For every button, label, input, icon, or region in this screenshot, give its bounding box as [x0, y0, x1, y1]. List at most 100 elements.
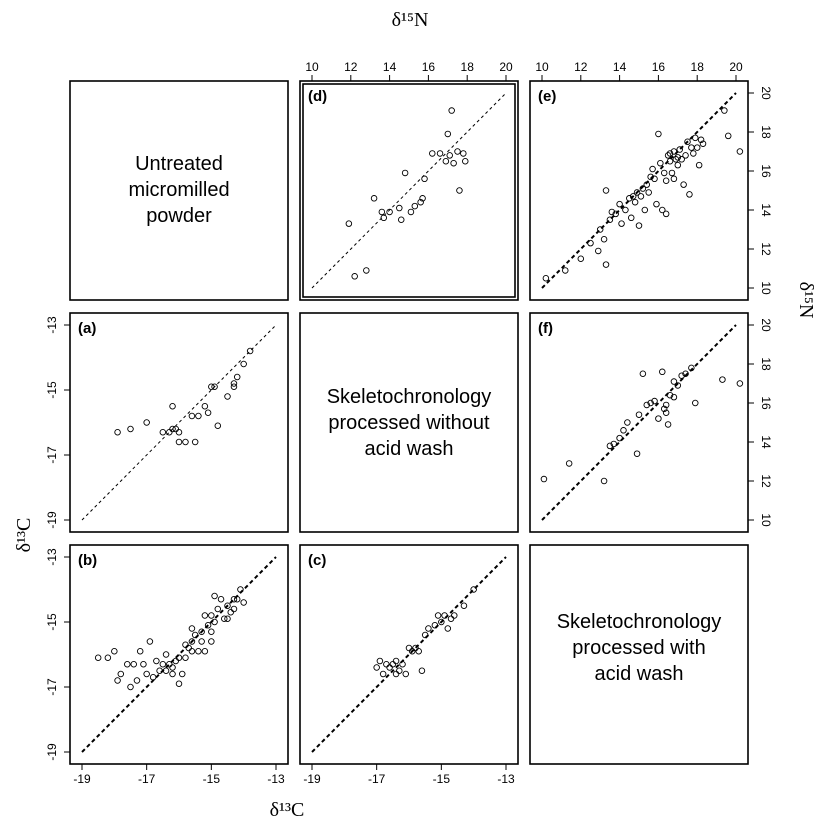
data-point	[429, 150, 436, 157]
data-point	[143, 670, 150, 678]
data-point	[407, 208, 415, 216]
data-point	[618, 220, 625, 227]
data-point	[616, 200, 623, 208]
x-tick-label: 18	[461, 60, 475, 74]
data-point	[438, 618, 445, 626]
data-point	[195, 648, 202, 655]
data-point	[380, 214, 388, 222]
data-point	[208, 628, 215, 636]
left-axis-title: δ¹³C	[13, 518, 35, 553]
data-point	[447, 615, 455, 623]
data-point	[182, 654, 189, 662]
data-point	[351, 273, 358, 280]
data-point	[622, 206, 629, 214]
y-tick-label: 18	[759, 357, 773, 371]
data-point	[378, 208, 386, 216]
data-point	[653, 200, 660, 208]
data-point	[655, 130, 662, 138]
x-tick-label: 10	[305, 60, 319, 74]
data-point	[159, 429, 167, 436]
data-point	[175, 429, 183, 436]
data-point	[143, 419, 150, 426]
x-tick-label: -19	[73, 772, 91, 786]
data-point	[686, 191, 693, 198]
y-tick-label: -17	[45, 446, 59, 464]
data-point	[431, 622, 439, 629]
data-point	[185, 644, 192, 652]
data-point	[392, 657, 400, 665]
data-point	[405, 644, 413, 652]
data-point	[397, 216, 405, 223]
data-point	[376, 657, 384, 665]
data-point	[635, 411, 643, 418]
data-point	[662, 401, 670, 409]
data-point	[146, 638, 154, 645]
diagonal-label-line: Skeletochronology	[557, 611, 722, 633]
data-point	[149, 674, 157, 681]
data-point	[450, 159, 457, 167]
data-point	[441, 612, 448, 619]
x-tick-label: -13	[497, 772, 515, 786]
y-tick-label: -19	[45, 511, 59, 529]
data-point	[659, 368, 666, 376]
diagonal-label-line: acid wash	[595, 663, 684, 685]
scatter-panel-d: (d) 10 12 14 16 18 20	[299, 60, 519, 301]
data-point	[633, 450, 641, 457]
data-point	[188, 638, 196, 645]
data-point	[647, 173, 654, 181]
one-to-one-line	[311, 92, 507, 289]
data-point	[191, 438, 199, 446]
data-point	[643, 181, 651, 188]
data-point	[587, 239, 594, 247]
y-tick-label: -13	[45, 548, 59, 566]
data-point	[688, 144, 695, 151]
data-point	[460, 602, 468, 610]
data-point	[631, 198, 639, 206]
data-point	[230, 380, 238, 387]
data-point	[600, 235, 608, 243]
data-point	[668, 169, 676, 177]
data-point	[345, 220, 353, 227]
data-point	[674, 161, 682, 169]
data-point	[643, 401, 651, 409]
data-point	[417, 198, 424, 206]
data-point	[641, 206, 649, 214]
one-to-one-line	[81, 324, 277, 521]
data-point	[595, 247, 602, 255]
diagonal-label-line: Skeletochronology	[327, 386, 492, 408]
data-point	[540, 475, 548, 483]
data-point	[470, 586, 477, 593]
panel-frame	[299, 80, 519, 301]
data-point	[647, 399, 654, 407]
data-point	[224, 602, 231, 610]
data-point	[637, 193, 645, 200]
data-point	[172, 657, 180, 665]
data-point	[246, 347, 254, 355]
data-point	[684, 138, 691, 145]
data-point	[602, 187, 610, 194]
y-tick-label: 14	[759, 435, 773, 449]
data-point	[201, 648, 209, 655]
data-point	[396, 204, 403, 212]
y-tick-label: 18	[759, 125, 773, 139]
data-point	[111, 648, 118, 655]
data-point	[662, 210, 670, 218]
data-point	[130, 661, 137, 668]
x-tick-label: 14	[383, 60, 397, 74]
x-tick-label: 16	[652, 60, 666, 74]
scatter-panel-a: (a) -19 -17 -15 -13	[45, 312, 289, 533]
one-to-one-line	[81, 556, 277, 753]
data-point	[462, 157, 469, 165]
data-point	[456, 187, 463, 194]
data-point	[562, 267, 569, 274]
data-point	[140, 661, 147, 668]
data-point	[666, 157, 674, 165]
data-point	[383, 661, 390, 668]
data-point	[211, 618, 218, 626]
data-point	[198, 628, 205, 636]
scatter-panel-b: (b) -19 -17 -15 -13 -19 -17 -15 -13	[45, 544, 289, 786]
data-point	[153, 657, 160, 665]
data-point	[386, 664, 393, 671]
data-point	[719, 376, 726, 383]
data-point	[651, 175, 658, 183]
